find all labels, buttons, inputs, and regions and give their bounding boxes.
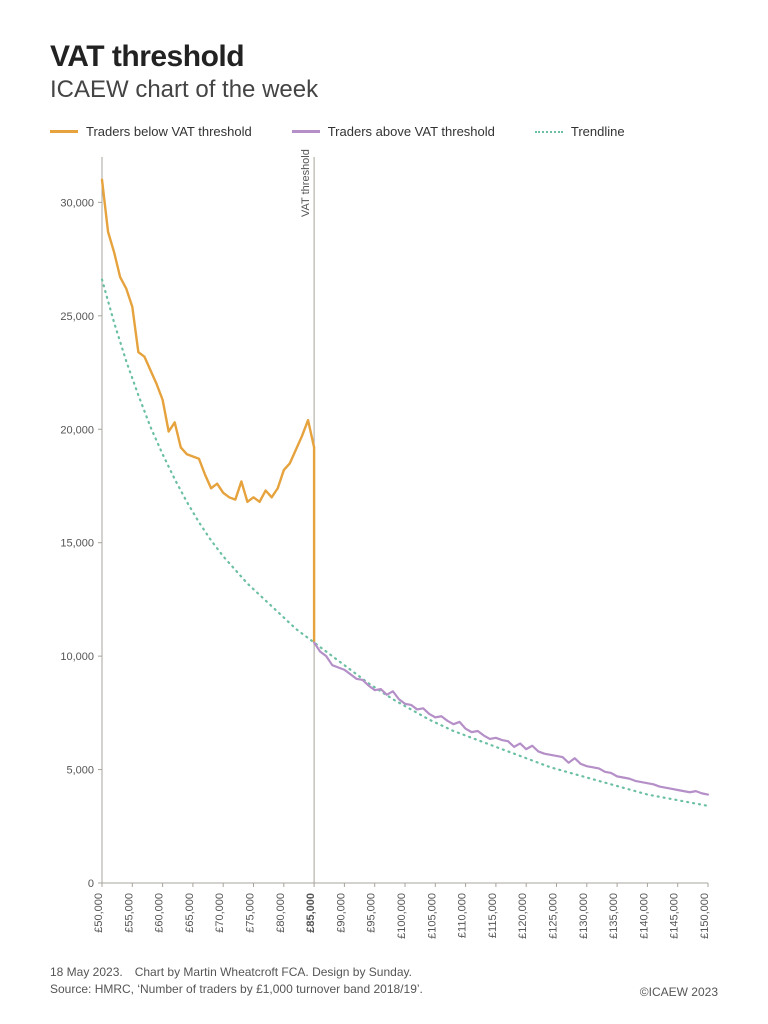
footer-left: 18 May 2023. Chart by Martin Wheatcroft … [50, 964, 423, 999]
footer: 18 May 2023. Chart by Martin Wheatcroft … [50, 964, 718, 999]
chart-svg: 0 5,000 10,000 15,000 20,000 25,000 30,000 £50,… [50, 147, 718, 941]
x-tick-label: £85,000 [305, 893, 317, 933]
legend-swatch-below [50, 130, 78, 133]
x-tick-label: £120,000 [517, 893, 529, 939]
legend-label-above: Traders above VAT threshold [328, 124, 495, 139]
y-tick-label: 5,000 [66, 765, 94, 777]
footer-line1: 18 May 2023. Chart by Martin Wheatcroft … [50, 964, 423, 981]
legend: Traders below VAT threshold Traders abov… [50, 124, 718, 139]
x-tick-label: £95,000 [366, 893, 378, 933]
legend-item-trend: Trendline [535, 124, 625, 139]
page-title: VAT threshold [50, 40, 718, 74]
y-tick-label: 30,000 [60, 197, 94, 209]
threshold-label: VAT threshold [300, 149, 312, 217]
legend-swatch-trend [535, 131, 563, 133]
series-above [314, 643, 708, 795]
legend-label-below: Traders below VAT threshold [86, 124, 252, 139]
y-tick-label: 25,000 [60, 311, 94, 323]
series-trendline [102, 280, 708, 806]
x-tick-label: £145,000 [669, 893, 681, 939]
y-tick-label: 0 [88, 878, 94, 890]
x-tick-label: £105,000 [426, 893, 438, 939]
legend-item-below: Traders below VAT threshold [50, 124, 252, 139]
legend-label-trend: Trendline [571, 124, 625, 139]
legend-swatch-above [292, 130, 320, 133]
x-tick-label: £110,000 [457, 893, 469, 938]
y-tick-label: 10,000 [60, 651, 94, 663]
x-tick-label: £140,000 [638, 893, 650, 939]
footer-line2: Source: HMRC, ‘Number of traders by £1,0… [50, 981, 423, 998]
x-tick-label: £130,000 [578, 893, 590, 939]
series-below [102, 180, 314, 502]
page-subtitle: ICAEW chart of the week [50, 76, 718, 104]
x-tick-label: £135,000 [608, 893, 620, 939]
page: VAT threshold ICAEW chart of the week Tr… [0, 0, 768, 1024]
x-tick-label: £100,000 [396, 893, 408, 939]
x-tick-label: £60,000 [154, 893, 166, 933]
legend-item-above: Traders above VAT threshold [292, 124, 495, 139]
footer-copyright: ©ICAEW 2023 [640, 985, 718, 999]
x-tick-label: £90,000 [335, 893, 347, 933]
chart-area: 0 5,000 10,000 15,000 20,000 25,000 30,000 £50,… [50, 147, 718, 946]
x-tick-label: £150,000 [699, 893, 711, 939]
x-tick-label: £75,000 [245, 893, 257, 933]
x-tick-label: £50,000 [93, 893, 105, 933]
x-tick-label: £125,000 [548, 893, 560, 939]
x-tick-label: £55,000 [123, 893, 135, 933]
x-tick-label: £70,000 [214, 893, 226, 933]
y-tick-label: 15,000 [60, 538, 94, 550]
x-tick-label: £65,000 [184, 893, 196, 933]
x-tick-label: £80,000 [275, 893, 287, 933]
x-tick-label: £115,000 [487, 893, 499, 938]
y-tick-label: 20,000 [60, 424, 94, 436]
